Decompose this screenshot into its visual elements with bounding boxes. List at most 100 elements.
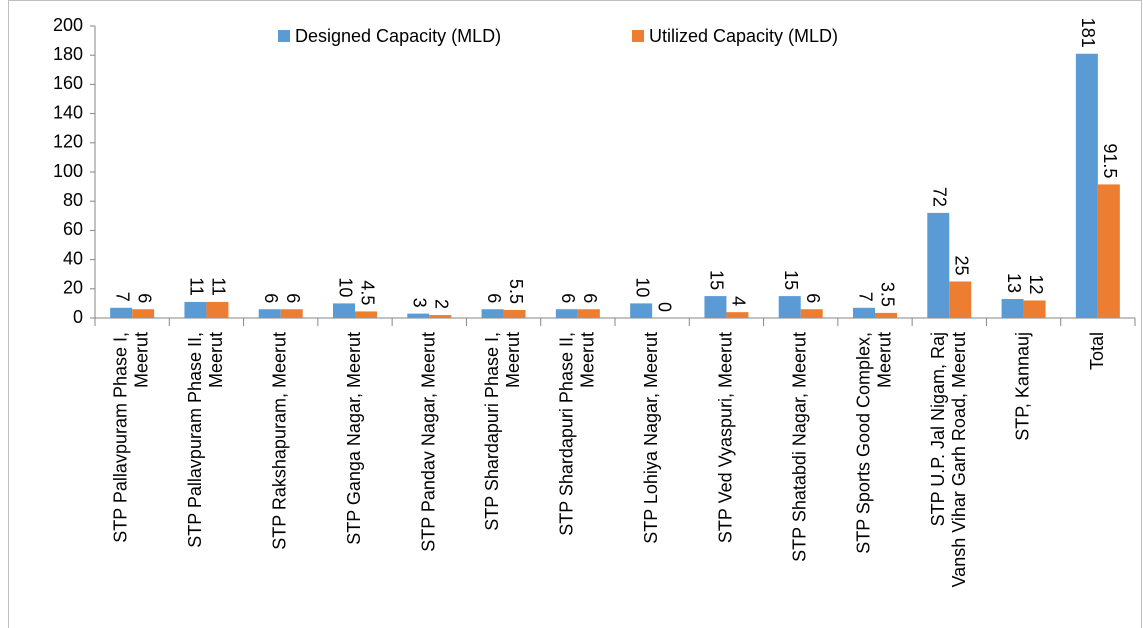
y-tick-label: 40 [63,248,83,268]
x-tick-label-line: STP Lohiya Nagar, Meerut [641,332,661,544]
x-tick-label-line: Meerut [503,332,523,388]
x-tick-label: STP Lohiya Nagar, Meerut [641,332,661,544]
x-tick-label: STP Shardapuri Phase I,Meerut [482,332,523,531]
data-label: 3 [410,298,430,308]
x-tick-label-line: STP Rakshapuram, Meerut [269,332,289,550]
data-label: 91.5 [1100,143,1120,178]
data-label: 4 [729,296,749,306]
data-label: 6 [803,293,823,303]
data-label: 0 [654,302,674,312]
data-label: 6 [580,293,600,303]
bar [726,312,749,318]
x-tick-label: STP Pandav Nagar, Meerut [418,332,438,552]
x-tick-label: STP U.P. Jal Nigam, RajVansh Vihar Garh … [928,332,969,587]
bar [1001,299,1024,318]
legend-swatch [632,30,644,42]
legend-label: Utilized Capacity (MLD) [649,26,838,46]
x-tick-label-line: STP U.P. Jal Nigam, Raj [928,332,948,526]
y-tick-label: 100 [53,161,83,181]
y-tick-label: 120 [53,132,83,152]
bar [333,303,355,318]
data-label: 10 [335,277,355,297]
x-tick-label-line: STP Shatabdi Nagar, Meerut [789,332,809,562]
data-label: 7 [112,292,132,302]
data-label: 6 [283,293,303,303]
x-tick-label-line: Meerut [577,332,597,388]
data-label: 11 [187,277,207,296]
data-label: 25 [952,255,972,275]
x-tick-label: STP Ved Vyaspuri, Meerut [715,332,735,543]
bar [1097,184,1120,318]
x-tick-label-line: STP Pandav Nagar, Meerut [418,332,438,552]
data-label: 5.5 [506,279,526,304]
bar [800,309,823,318]
data-label: 6 [134,293,154,303]
bar [132,309,155,318]
bar [1075,53,1098,319]
x-tick-label-line: STP Pallavpuram Phase I, [110,332,130,543]
data-label: 10 [632,277,652,297]
data-label: 72 [930,187,950,207]
x-tick-label: STP Shardapuri Phase II,Meerut [556,332,597,536]
x-tick-label-line: Total [1087,332,1107,370]
bar [778,296,801,318]
x-tick-label-line: STP Ganga Nagar, Meerut [344,332,364,545]
x-tick-label-line: Vansh Vihar Garh Road, Meerut [949,332,969,587]
y-tick-label: 200 [53,15,83,35]
bar [853,307,875,318]
data-label: 2 [432,299,452,309]
data-label: 6 [484,293,504,303]
x-tick-label: STP Pallavpuram Phase I,Meerut [110,332,151,543]
bar [407,313,430,318]
data-label: 12 [1026,274,1046,294]
x-tick-label: STP Rakshapuram, Meerut [269,332,289,550]
bar [875,312,897,318]
bar [280,309,303,318]
y-tick-label: 160 [53,73,83,93]
x-tick-label: Total [1087,332,1107,370]
data-label: 13 [1004,273,1024,293]
x-tick-label: STP Pallavpuram Phase II,Meerut [185,332,226,548]
data-label: 181 [1078,18,1098,48]
data-label: 15 [707,270,727,290]
bar [184,301,207,318]
legend-label: Designed Capacity (MLD) [295,26,501,46]
x-tick-label-line: STP, Kannauj [1012,332,1032,441]
bar [503,309,526,318]
x-tick-label: STP Shatabdi Nagar, Meerut [789,332,809,562]
data-label: 4.5 [357,280,377,305]
bar [355,311,377,318]
y-tick-label: 20 [63,278,83,298]
bar [206,301,229,318]
bar [577,309,600,318]
y-tick-label: 60 [63,219,83,239]
x-tick-label-line: Meerut [131,332,151,388]
x-tick-label-line: STP Ved Vyaspuri, Meerut [715,332,735,543]
data-label: 3.5 [877,282,897,307]
data-label: 6 [261,293,281,303]
x-tick-label: STP, Kannauj [1012,332,1032,441]
bar [949,281,972,318]
y-tick-label: 140 [53,102,83,122]
data-label: 15 [781,270,801,290]
y-tick-label: 0 [73,307,83,327]
y-tick-label: 80 [63,190,83,210]
x-tick-label-line: STP Pallavpuram Phase II, [185,332,205,548]
chart-frame [8,0,1142,628]
data-label: 7 [855,292,875,302]
x-tick-label: STP Ganga Nagar, Meerut [344,332,364,545]
bar [110,307,133,318]
data-label: 11 [209,277,229,296]
legend-swatch [278,30,290,42]
x-tick-label-line: Meerut [874,332,894,388]
x-tick-label-line: Meerut [206,332,226,388]
bar [481,309,504,318]
x-tick-label-line: STP Sports Good Complex, [853,332,873,554]
bar [555,309,578,318]
data-label: 6 [558,293,578,303]
bar [1023,300,1046,318]
y-tick-label: 180 [53,44,83,64]
bar [258,309,281,318]
bar [927,212,950,318]
